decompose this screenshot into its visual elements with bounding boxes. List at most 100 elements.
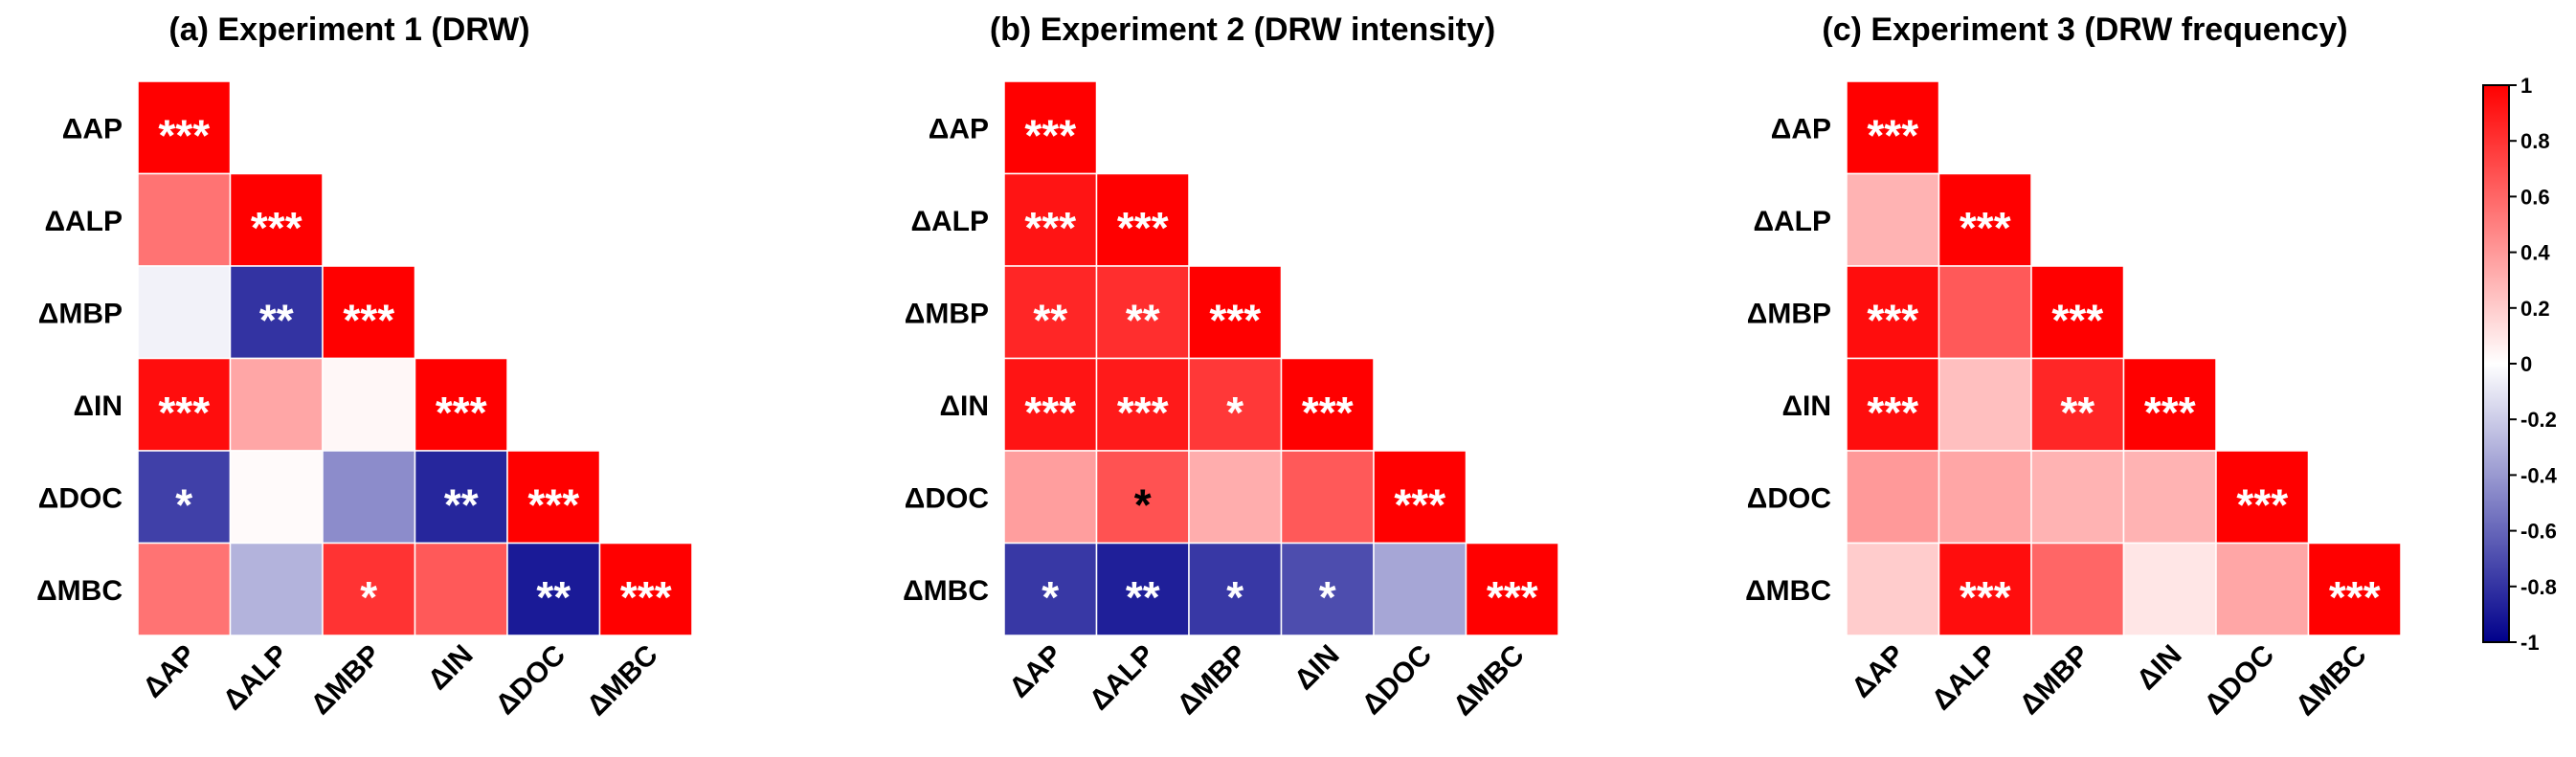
column-label: ΔMBP [304,639,387,722]
significance-label: *** [2144,388,2196,437]
row-label: ΔALP [44,206,123,237]
significance-label: * [1226,572,1243,622]
heatmap-cell [229,172,324,267]
significance-label: *** [1024,388,1076,437]
heatmap-cell [137,172,232,267]
heatmap-cell [322,450,416,545]
heatmap-cell [229,357,324,452]
colorbar-tick-label: 1 [2520,74,2532,98]
significance-label: * [1319,572,1336,622]
heatmap-cell [1938,172,2032,267]
heatmap-cell [1938,265,2032,360]
significance-label: *** [1117,388,1169,437]
heatmap-cell [137,80,232,175]
heatmap-panel-1: (a) Experiment 1 (DRW)******** ****** ****… [36,11,693,723]
heatmap-cell [2122,357,2217,452]
significance-label: *** [1960,203,2011,253]
heatmap-cell [1003,265,1098,360]
column-label: ΔIN [422,639,480,697]
colorbar-tick-label: -1 [2520,631,2540,655]
row-label: ΔMBC [36,575,123,607]
heatmap-cell [2122,542,2217,636]
column-label: ΔAP [1846,639,1911,704]
heatmap-cell [1280,450,1375,545]
heatmap-cell [2030,265,2125,360]
heatmap-cell [1373,542,1467,636]
row-label: ΔIN [1781,390,1831,422]
heatmap-cell [1095,357,1190,452]
heatmap-cell [229,265,324,360]
significance-label: *** [1024,110,1076,160]
heatmap-cell [1938,357,2032,452]
row-label: ΔDOC [38,482,123,514]
column-label: ΔDOC [1355,639,1438,722]
row-label: ΔIN [939,390,989,422]
colorbar-tick-label: -0.4 [2520,463,2558,487]
colorbar: 1 0.8 0.6 0.4 0.2 0 -0.2 -0.4 -0.6 -0.8 -1 [2482,74,2558,655]
heatmap-cell [414,542,508,636]
colorbar-tick-label: -0.8 [2520,575,2557,599]
heatmap-cell [2307,542,2402,636]
significance-label: * [360,572,377,622]
significance-label: *** [1394,479,1445,529]
heatmap-cell [1846,450,1940,545]
row-label: ΔMBC [1745,575,1831,607]
column-label: ΔMBC [1447,639,1531,723]
significance-label: *** [2051,295,2103,345]
significance-label: * [175,479,192,529]
column-label: ΔDOC [489,639,571,722]
panel-title: (b) Experiment 2 (DRW intensity) [990,11,1495,48]
heatmap-cell [414,357,508,452]
heatmap-cell [1095,450,1190,545]
significance-label: ** [444,479,479,529]
colorbar-gradient [2482,84,2510,643]
heatmap-cell [322,265,416,360]
column-label: ΔALP [1926,639,2004,717]
significance-label: ** [259,295,294,345]
heatmap-cell [1373,450,1467,545]
significance-label: *** [1302,388,1354,437]
heatmap-cell [229,450,324,545]
row-label: ΔAP [929,113,989,145]
colorbar-tick-label: -0.2 [2520,408,2557,432]
heatmap-cell [322,542,416,636]
column-label: ΔMBP [1171,639,1253,722]
heatmap-cell [1846,172,1940,267]
row-label: ΔMBC [903,575,989,607]
row-label: ΔAP [62,113,123,145]
row-label: ΔAP [1771,113,1831,145]
heatmap-panel-3: (c) Experiment 3 (DRW frequency)********… [1745,11,2402,723]
heatmap-cell [2215,542,2310,636]
heatmap-cell [1188,450,1283,545]
heatmap-cell [1095,172,1190,267]
significance-label: *** [436,388,487,437]
heatmap-cell [1938,450,2032,545]
heatmap-cell [1465,542,1559,636]
heatmap-cell [1003,357,1098,452]
heatmap-cell [137,265,232,360]
significance-label: *** [620,572,672,622]
colorbar-tick-label: 0.6 [2520,185,2550,209]
significance-label: *** [1024,203,1076,253]
significance-label: *** [527,479,579,529]
column-label: ΔDOC [2198,639,2280,722]
significance-label: * [1042,572,1059,622]
heatmap-cell [1280,542,1375,636]
colorbar-tick-label: 0 [2520,352,2532,376]
heatmap-cell [1095,265,1190,360]
panel-title: (a) Experiment 1 (DRW) [168,11,529,48]
colorbar-tick-label: 0.2 [2520,297,2550,321]
heatmap-cell [2030,450,2125,545]
significance-label: * [1134,479,1152,529]
significance-label: *** [251,203,302,253]
significance-label: *** [1117,203,1169,253]
significance-label: * [1226,388,1243,437]
heatmap-cell [2215,450,2310,545]
heatmap-cell [1188,265,1283,360]
significance-label: *** [1487,572,1538,622]
significance-label: *** [1867,388,1918,437]
column-label: ΔMBC [2290,639,2373,723]
heatmap-cell [1188,357,1283,452]
significance-label: ** [1033,295,1067,345]
heatmap-cell [1003,542,1098,636]
